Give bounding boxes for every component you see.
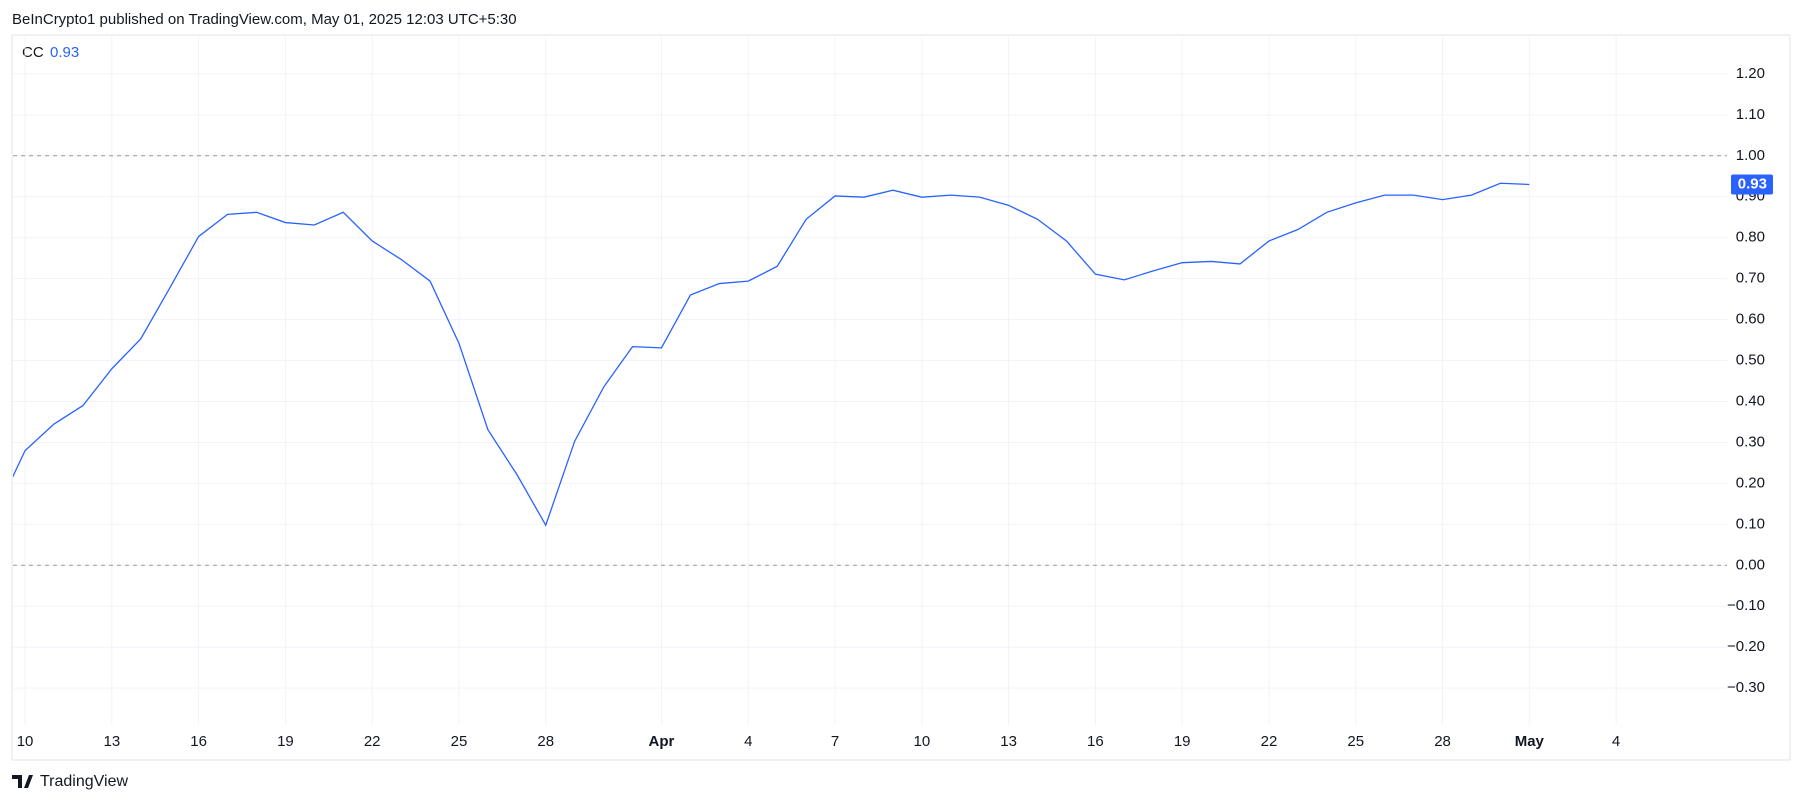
y-tick-label: 0.40 bbox=[1736, 392, 1765, 409]
y-tick-label: 1.10 bbox=[1736, 106, 1765, 123]
x-tick-label: 10 bbox=[913, 733, 930, 750]
x-tick-label: May bbox=[1515, 733, 1545, 750]
x-tick-label: 16 bbox=[1087, 733, 1104, 750]
x-tick-label: 4 bbox=[1612, 733, 1620, 750]
x-tick-label: 19 bbox=[277, 733, 294, 750]
x-tick-label: 16 bbox=[190, 733, 207, 750]
x-tick-label: 25 bbox=[451, 733, 468, 750]
x-tick-label: 7 bbox=[831, 733, 839, 750]
x-tick-label: 22 bbox=[364, 733, 381, 750]
y-tick-label: 0.10 bbox=[1736, 515, 1765, 532]
legend-value: 0.93 bbox=[50, 44, 79, 61]
x-tick-label: Apr bbox=[649, 733, 675, 750]
y-tick-label: 0.50 bbox=[1736, 352, 1765, 369]
x-tick-label: 19 bbox=[1174, 733, 1191, 750]
last-value-label: 0.93 bbox=[1738, 175, 1767, 192]
legend-name: CC bbox=[22, 44, 44, 61]
y-tick-label: 0.80 bbox=[1736, 229, 1765, 246]
x-tick-label: 28 bbox=[537, 733, 554, 750]
logo: TradingView bbox=[12, 773, 128, 790]
last-value-box bbox=[1731, 174, 1773, 195]
chart-frame bbox=[11, 34, 1791, 761]
x-tick-label: 4 bbox=[744, 733, 752, 750]
y-tick-label: 0.30 bbox=[1736, 433, 1765, 450]
y-tick-label: 0.00 bbox=[1736, 556, 1765, 573]
y-tick-label: −0.20 bbox=[1727, 638, 1765, 655]
x-tick-label: 28 bbox=[1434, 733, 1451, 750]
x-tick-label: 10 bbox=[17, 733, 34, 750]
grid bbox=[13, 35, 1727, 725]
x-tick-label: 25 bbox=[1347, 733, 1364, 750]
y-tick-label: 1.20 bbox=[1736, 65, 1765, 82]
y-tick-label: −0.10 bbox=[1727, 597, 1765, 614]
footer: TradingView bbox=[40, 773, 128, 790]
series-line bbox=[13, 182, 1530, 527]
x-tick-label: 13 bbox=[1000, 733, 1017, 750]
x-tick-label: 13 bbox=[103, 733, 120, 750]
x-tick-label: 22 bbox=[1261, 733, 1278, 750]
y-tick-label: 0.70 bbox=[1736, 270, 1765, 287]
y-tick-label: 1.00 bbox=[1736, 147, 1765, 164]
y-tick-label: 0.60 bbox=[1736, 311, 1765, 328]
y-tick-label: −0.30 bbox=[1727, 679, 1765, 696]
header: BeInCrypto1 published on TradingView.com… bbox=[12, 11, 517, 28]
y-tick-label: 0.20 bbox=[1736, 474, 1765, 491]
